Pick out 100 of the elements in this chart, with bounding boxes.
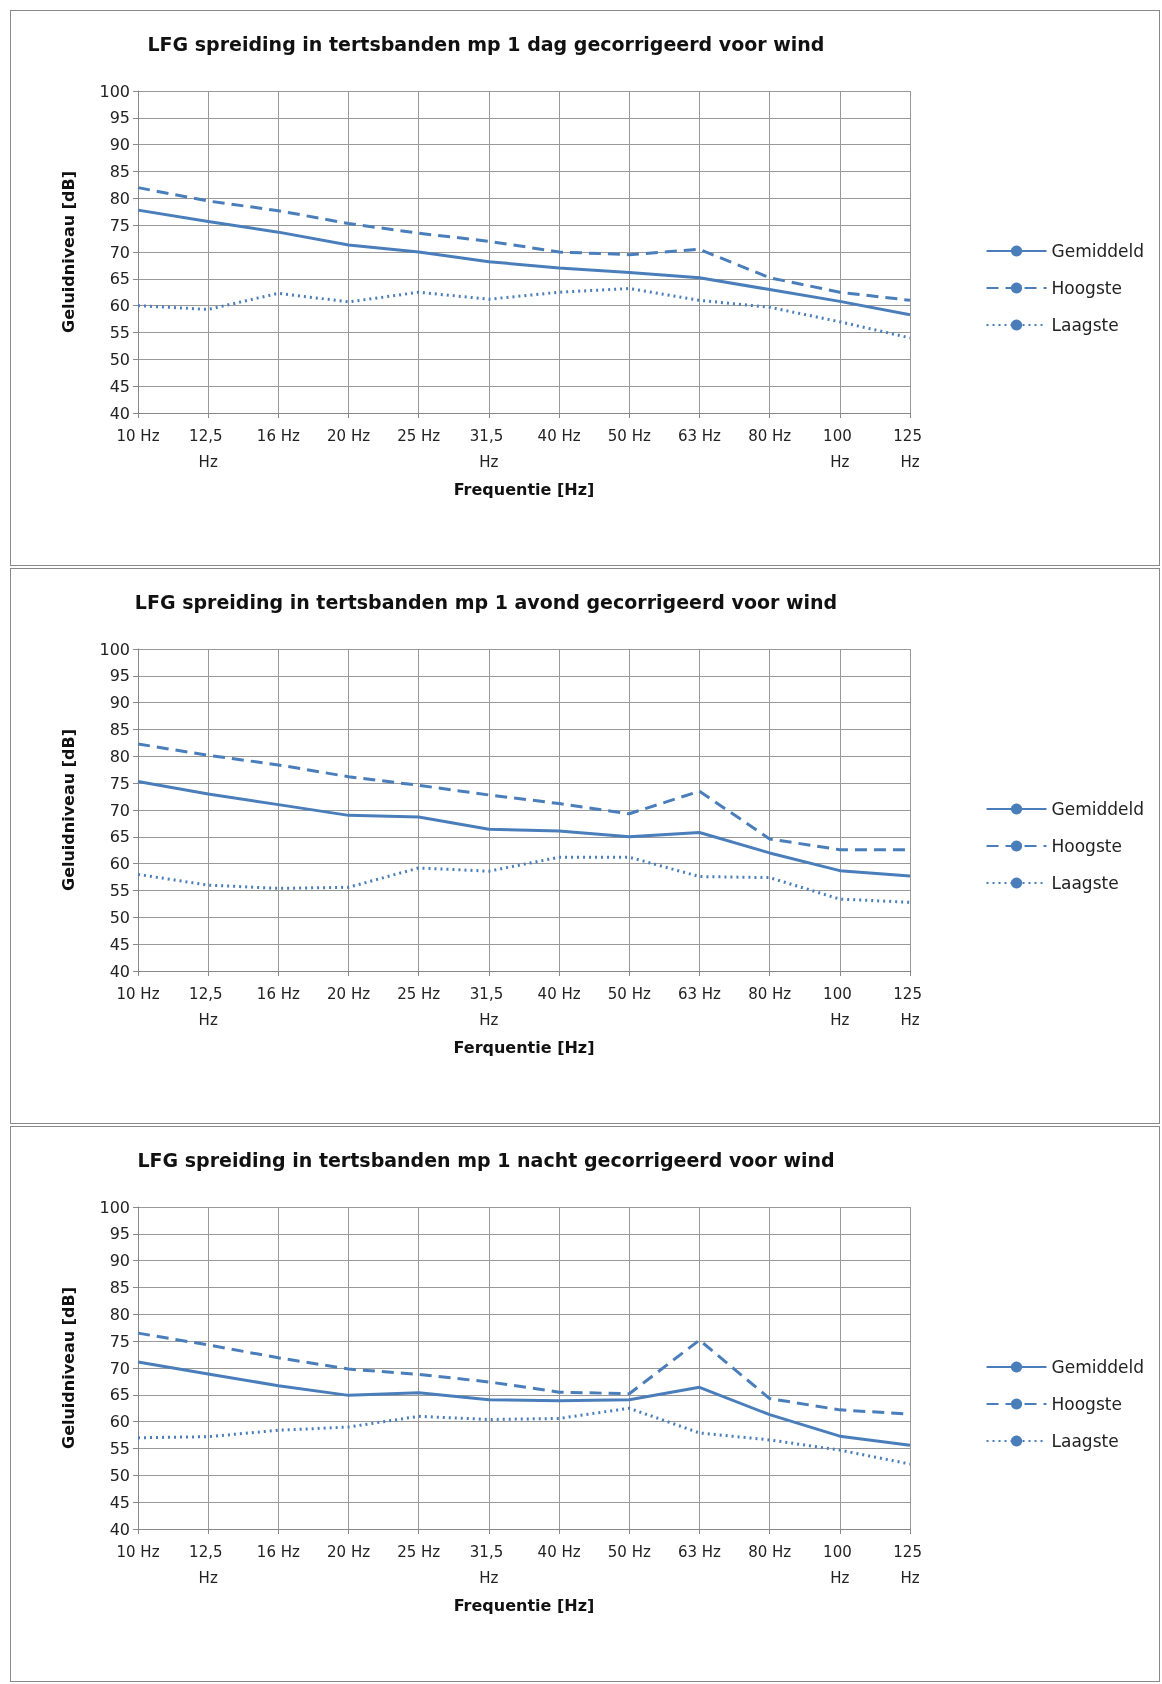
x-tick-label: 40 Hz bbox=[537, 1543, 581, 1561]
y-tick-label: 60 bbox=[109, 854, 130, 874]
y-tick-label: 70 bbox=[109, 1358, 130, 1378]
x-tick-label: 25 Hz bbox=[397, 985, 441, 1003]
y-tick-label: 40 bbox=[109, 403, 130, 423]
legend-label: Gemiddeld bbox=[1051, 799, 1145, 819]
x-tick-label: 20 Hz bbox=[327, 1543, 371, 1561]
x-tick-label: 125 Hz bbox=[893, 427, 927, 471]
y-axis-title: Geluidniveau [dB] bbox=[58, 729, 78, 891]
x-tick-label: 40 Hz bbox=[537, 427, 581, 445]
y-tick-label: 95 bbox=[109, 108, 130, 128]
y-tick-label: 70 bbox=[109, 800, 130, 820]
legend-label: Gemiddeld bbox=[1051, 1357, 1145, 1377]
x-tick-label: 50 Hz bbox=[607, 1543, 651, 1561]
y-tick-label: 100 bbox=[99, 639, 130, 659]
x-tick-label: 16 Hz bbox=[256, 1543, 300, 1561]
legend-label: Laagste bbox=[1051, 315, 1119, 335]
y-tick-label: 80 bbox=[109, 1304, 130, 1324]
x-tick-label: 12,5 Hz bbox=[189, 985, 228, 1029]
x-tick-label: 31,5 Hz bbox=[469, 1543, 508, 1587]
y-tick-label: 55 bbox=[109, 1439, 130, 1458]
line-series bbox=[136, 286, 912, 340]
y-tick-label: 50 bbox=[109, 1465, 130, 1485]
y-tick-label: 75 bbox=[109, 1331, 130, 1351]
legend-label: Hoogste bbox=[1051, 836, 1122, 856]
x-tick-label: 31,5 Hz bbox=[469, 985, 508, 1029]
y-axis-title: Geluidniveau [dB] bbox=[58, 1287, 78, 1449]
x-tick-label: 10 Hz bbox=[116, 427, 160, 445]
x-tick-label: 80 Hz bbox=[748, 985, 792, 1003]
y-tick-label: 60 bbox=[109, 1412, 130, 1432]
x-tick-label: 100 Hz bbox=[823, 985, 857, 1029]
y-tick-label: 85 bbox=[109, 720, 130, 739]
y-tick-label: 60 bbox=[109, 296, 130, 316]
legend-label: Laagste bbox=[1051, 1431, 1119, 1451]
x-tick-label: 100 Hz bbox=[823, 1543, 857, 1587]
x-tick-label: 10 Hz bbox=[116, 985, 160, 1003]
x-tick-label: 31,5 Hz bbox=[469, 427, 508, 471]
x-tick-label: 80 Hz bbox=[748, 427, 792, 445]
y-axis-title: Geluidniveau [dB] bbox=[58, 171, 78, 333]
y-tick-label: 65 bbox=[109, 1385, 130, 1405]
y-tick-label: 50 bbox=[109, 349, 130, 369]
x-tick-label: 63 Hz bbox=[677, 985, 722, 1003]
x-tick-label: 63 Hz bbox=[677, 427, 722, 445]
y-tick-label: 90 bbox=[109, 135, 130, 155]
y-tick-label: 90 bbox=[109, 693, 130, 713]
x-tick-label: 12,5 Hz bbox=[189, 1543, 228, 1587]
line-series bbox=[136, 780, 912, 878]
x-tick-label: 25 Hz bbox=[397, 427, 441, 445]
legend-label: Laagste bbox=[1051, 873, 1119, 893]
y-tick-label: 95 bbox=[109, 1224, 130, 1244]
y-tick-label: 50 bbox=[109, 907, 130, 927]
line-series bbox=[136, 186, 912, 302]
y-tick-label: 75 bbox=[109, 215, 130, 235]
y-tick-label: 55 bbox=[109, 323, 130, 342]
legend-label: Gemiddeld bbox=[1051, 241, 1145, 261]
y-tick-label: 85 bbox=[109, 162, 130, 181]
x-axis-title: Ferquentie [Hz] bbox=[453, 1037, 595, 1057]
x-axis-title: Frequentie [Hz] bbox=[453, 1595, 595, 1615]
y-tick-label: 90 bbox=[109, 1251, 130, 1271]
x-tick-label: 50 Hz bbox=[607, 427, 651, 445]
x-tick-label: 125 Hz bbox=[893, 985, 927, 1029]
x-tick-label: 12,5 Hz bbox=[189, 427, 228, 471]
y-tick-label: 45 bbox=[109, 934, 130, 954]
x-tick-label: 20 Hz bbox=[327, 985, 371, 1003]
y-tick-label: 70 bbox=[109, 242, 130, 262]
chart-title: LFG spreiding in tertsbanden mp 1 nacht gecorrigeerd voor wind bbox=[137, 1148, 835, 1171]
x-tick-label: 16 Hz bbox=[256, 427, 300, 445]
x-tick-label: 80 Hz bbox=[748, 1543, 792, 1561]
x-tick-label: 20 Hz bbox=[327, 427, 371, 445]
line-series bbox=[136, 208, 912, 317]
y-tick-label: 45 bbox=[109, 1492, 130, 1512]
x-tick-label: 16 Hz bbox=[256, 985, 300, 1003]
x-tick-label: 40 Hz bbox=[537, 985, 581, 1003]
legend-label: Hoogste bbox=[1051, 1394, 1122, 1414]
y-tick-label: 45 bbox=[109, 376, 130, 396]
y-tick-label: 80 bbox=[109, 746, 130, 766]
x-tick-label: 125 Hz bbox=[893, 1543, 927, 1587]
y-tick-label: 55 bbox=[109, 881, 130, 900]
y-tick-label: 75 bbox=[109, 773, 130, 793]
x-tick-label: 63 Hz bbox=[677, 1543, 722, 1561]
line-series bbox=[136, 1406, 912, 1466]
chart-title: LFG spreiding in tertsbanden mp 1 avond gecorrigeerd voor wind bbox=[134, 590, 838, 613]
line-series bbox=[136, 855, 912, 904]
y-tick-label: 100 bbox=[99, 1197, 130, 1217]
x-tick-label: 10 Hz bbox=[116, 1543, 160, 1561]
y-tick-label: 65 bbox=[109, 269, 130, 289]
y-tick-label: 80 bbox=[109, 188, 130, 208]
y-tick-label: 95 bbox=[109, 666, 130, 686]
x-tick-label: 25 Hz bbox=[397, 1543, 441, 1561]
x-tick-label: 100 Hz bbox=[823, 427, 857, 471]
x-tick-label: 50 Hz bbox=[607, 985, 651, 1003]
y-tick-label: 40 bbox=[109, 961, 130, 981]
chart-title: LFG spreiding in tertsbanden mp 1 dag gecorrigeerd voor wind bbox=[147, 32, 825, 55]
legend-label: Hoogste bbox=[1051, 278, 1122, 298]
y-tick-label: 40 bbox=[109, 1519, 130, 1539]
line-series bbox=[136, 1360, 912, 1447]
y-tick-label: 100 bbox=[99, 81, 130, 101]
y-tick-label: 85 bbox=[109, 1278, 130, 1297]
y-tick-label: 65 bbox=[109, 827, 130, 847]
x-axis-title: Frequentie [Hz] bbox=[453, 479, 595, 499]
